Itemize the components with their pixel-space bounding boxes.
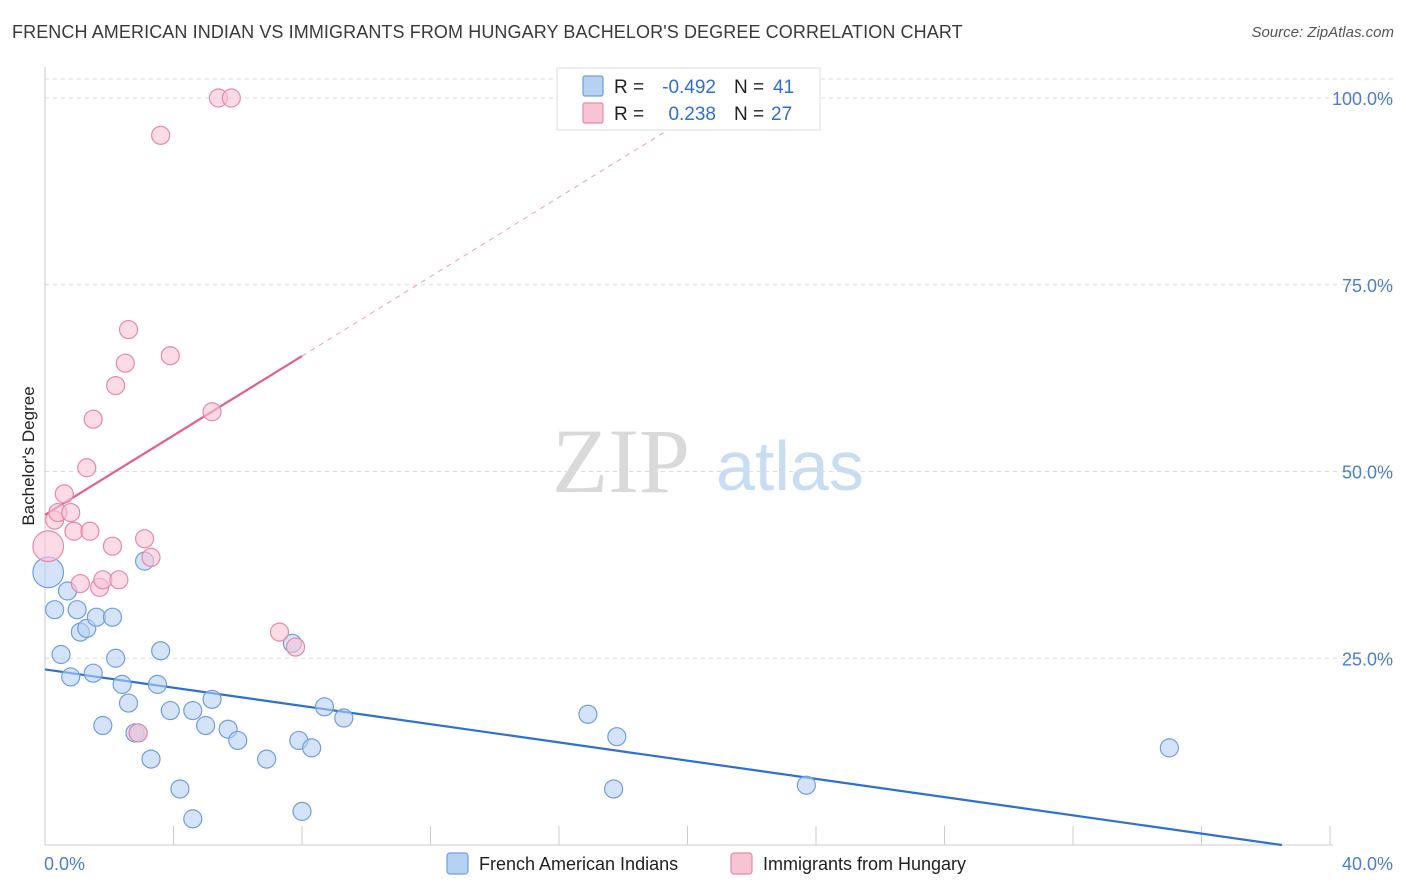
pink-trend-extension xyxy=(301,97,720,357)
pink-point-24 xyxy=(221,88,241,108)
series-legend-swatch-pink xyxy=(730,852,753,875)
pink-point-6 xyxy=(70,573,90,594)
legend-r-label-pink: R = xyxy=(614,104,644,125)
pink-point-8 xyxy=(80,521,100,541)
trend-layer xyxy=(44,97,1282,847)
blue-point-21 xyxy=(160,700,180,721)
blue-point-26 xyxy=(202,689,222,709)
blue-point-9 xyxy=(86,607,107,627)
legend-r-label-blue: R = xyxy=(614,77,644,98)
pink-point-17 xyxy=(128,723,148,743)
y-tick-labels: 25.0% 50.0% 75.0% 100.0% xyxy=(1332,89,1393,669)
points-layer xyxy=(32,88,1179,829)
blue-point-18 xyxy=(141,749,161,769)
blue-point-37 xyxy=(604,779,624,799)
blue-point-38 xyxy=(607,727,627,747)
chart-source: Source: ZipAtlas.com xyxy=(1251,24,1394,41)
pink-point-19 xyxy=(141,547,161,568)
legend-swatch-pink xyxy=(582,102,604,124)
pink-point-9 xyxy=(83,409,103,429)
pink-point-3 xyxy=(54,484,74,504)
blue-point-40 xyxy=(1159,738,1179,758)
pink-point-7 xyxy=(77,458,97,478)
blue-point-33 xyxy=(302,738,322,758)
legend-swatch-blue xyxy=(582,75,604,97)
pink-point-0 xyxy=(32,530,65,563)
y-tick-label-75: 75.0% xyxy=(1342,276,1393,296)
x-tick-marks xyxy=(173,826,1331,845)
legend-n-label-blue: N = xyxy=(734,77,764,98)
blue-point-28 xyxy=(228,730,248,751)
blue-point-4 xyxy=(61,667,81,687)
legend-r-value-pink: 0.238 xyxy=(668,104,716,125)
pink-point-4 xyxy=(61,502,81,523)
y-tick-label-50: 50.0% xyxy=(1342,463,1393,483)
blue-point-32 xyxy=(292,801,312,821)
x-tick-label-max: 40.0% xyxy=(1342,854,1393,874)
blue-point-8 xyxy=(83,663,103,683)
series-legend-label-pink: Immigrants from Hungary xyxy=(763,854,966,874)
blue-point-22 xyxy=(170,779,190,799)
blue-point-35 xyxy=(334,708,354,728)
stats-legend: R = -0.492 N = 41 R = 0.238 N = 27 xyxy=(556,67,821,131)
blue-point-13 xyxy=(112,674,132,694)
blue-point-14 xyxy=(118,693,139,713)
x-tick-label-min: 0.0% xyxy=(44,854,85,874)
chart-title: FRENCH AMERICAN INDIAN VS IMMIGRANTS FRO… xyxy=(12,22,963,42)
pink-point-12 xyxy=(102,536,123,556)
blue-point-1 xyxy=(45,600,65,620)
y-tick-label-25: 25.0% xyxy=(1342,649,1393,669)
series-legend-swatch-blue xyxy=(446,852,469,875)
series-legend-label-blue: French American Indians xyxy=(479,854,678,874)
blue-point-34 xyxy=(314,697,335,717)
pink-point-26 xyxy=(285,637,306,657)
y-axis-label: Bachelor's Degree xyxy=(19,386,38,525)
pink-point-5 xyxy=(64,521,84,541)
blue-point-36 xyxy=(578,704,598,724)
blue-point-11 xyxy=(102,607,123,627)
blue-point-20 xyxy=(151,641,171,661)
blue-point-19 xyxy=(147,674,168,694)
watermark-atlas: atlas xyxy=(716,427,864,505)
blue-point-25 xyxy=(196,715,216,736)
legend-n-value-pink: 27 xyxy=(771,104,792,125)
pink-point-13 xyxy=(106,375,126,396)
y-tick-label-100: 100.0% xyxy=(1332,89,1393,109)
pink-point-11 xyxy=(93,570,113,590)
blue-point-12 xyxy=(106,648,126,668)
blue-point-5 xyxy=(67,600,87,620)
grid-layer xyxy=(45,78,1393,659)
legend-n-value-blue: 41 xyxy=(773,77,794,98)
watermark-zip: ZIP xyxy=(552,410,690,512)
pink-point-15 xyxy=(115,353,135,373)
axes-layer xyxy=(44,67,1333,846)
pink-point-21 xyxy=(160,346,180,366)
pink-trend-line xyxy=(44,355,303,516)
pink-point-25 xyxy=(269,622,290,642)
blue-point-24 xyxy=(183,700,203,721)
blue-point-23 xyxy=(183,809,203,829)
legend-r-value-blue: -0.492 xyxy=(662,77,716,98)
blue-point-2 xyxy=(51,644,71,665)
blue-trend-line xyxy=(44,668,1282,847)
blue-point-10 xyxy=(93,715,113,736)
series-legend: French American Indians Immigrants from … xyxy=(446,852,966,875)
pink-point-18 xyxy=(134,529,155,549)
pink-point-14 xyxy=(109,570,129,590)
pink-point-22 xyxy=(202,402,222,422)
blue-point-39 xyxy=(796,775,816,795)
pink-point-16 xyxy=(118,319,139,340)
blue-point-29 xyxy=(257,749,277,769)
legend-n-label-pink: N = xyxy=(734,104,764,125)
pink-point-20 xyxy=(151,125,171,145)
